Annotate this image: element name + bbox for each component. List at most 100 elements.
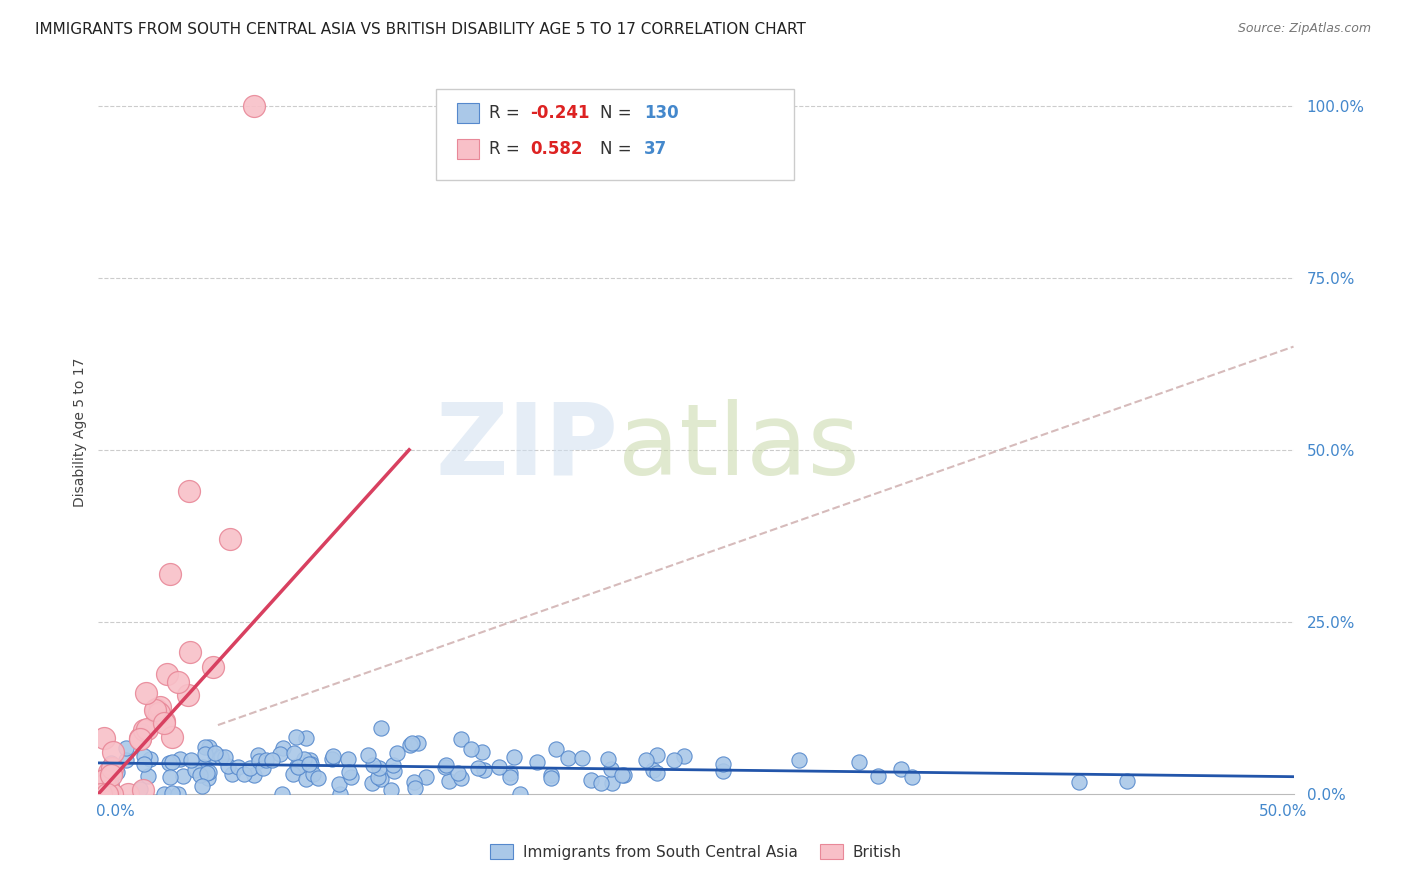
Point xyxy=(589,776,612,790)
Point xyxy=(101,787,124,801)
Point xyxy=(787,753,810,767)
Point xyxy=(190,768,212,782)
Point xyxy=(105,764,128,779)
Point xyxy=(232,767,254,781)
Point xyxy=(194,747,217,762)
Point xyxy=(329,787,352,801)
Point xyxy=(97,764,120,779)
Point xyxy=(385,746,408,760)
Point xyxy=(167,674,190,689)
Point xyxy=(143,703,166,717)
Point xyxy=(117,787,139,801)
Point xyxy=(711,764,734,778)
Point xyxy=(488,760,510,774)
Point xyxy=(98,769,121,783)
Point xyxy=(246,747,269,762)
Point xyxy=(134,748,156,763)
Point xyxy=(101,745,124,759)
Point xyxy=(197,739,219,754)
Point xyxy=(472,763,495,777)
Point xyxy=(298,756,321,771)
Point xyxy=(647,747,669,762)
Point xyxy=(184,764,207,778)
Point xyxy=(214,749,236,764)
Point xyxy=(406,736,429,750)
Point xyxy=(100,756,122,770)
Point xyxy=(380,783,402,797)
Point xyxy=(367,771,389,785)
Point xyxy=(166,787,188,801)
Point xyxy=(131,723,153,738)
Point xyxy=(499,766,522,780)
Point xyxy=(382,757,405,772)
Point xyxy=(540,771,562,785)
Point xyxy=(179,484,201,499)
Point xyxy=(285,759,308,773)
Text: N =: N = xyxy=(600,104,637,122)
Point xyxy=(579,772,602,787)
Point xyxy=(503,750,526,764)
Point xyxy=(460,741,482,756)
Point xyxy=(645,766,668,780)
Point xyxy=(198,764,221,779)
Point xyxy=(711,757,734,772)
Point xyxy=(177,688,200,702)
Point xyxy=(135,723,157,737)
Point xyxy=(90,787,112,801)
Point xyxy=(298,753,321,767)
Point xyxy=(180,753,202,767)
Point xyxy=(643,763,665,777)
Point xyxy=(91,787,114,801)
Text: 37: 37 xyxy=(644,140,668,158)
Point xyxy=(361,757,384,772)
Point xyxy=(307,771,329,785)
Point xyxy=(557,751,579,765)
Point xyxy=(97,761,120,775)
Point xyxy=(612,768,634,782)
Point xyxy=(262,753,284,767)
Point xyxy=(100,777,122,791)
Point xyxy=(194,739,217,754)
Point xyxy=(662,753,685,767)
Point xyxy=(96,787,118,801)
Point xyxy=(509,787,531,801)
Point xyxy=(136,769,159,783)
Point xyxy=(401,736,423,750)
Point xyxy=(340,770,363,784)
Point xyxy=(243,767,266,781)
Point xyxy=(134,757,156,772)
Point xyxy=(546,742,568,756)
Point xyxy=(252,761,274,775)
Point xyxy=(404,781,426,796)
Point xyxy=(153,787,176,801)
Point xyxy=(160,730,183,744)
Point xyxy=(153,714,176,729)
Point xyxy=(159,566,181,581)
Point xyxy=(169,752,191,766)
Point xyxy=(159,770,181,784)
Text: 50.0%: 50.0% xyxy=(1260,805,1308,819)
Point xyxy=(162,756,184,770)
Point xyxy=(370,772,392,786)
Point xyxy=(132,783,155,797)
Point xyxy=(526,756,548,770)
Point xyxy=(269,747,291,761)
Point xyxy=(239,761,262,775)
Point xyxy=(540,768,562,782)
Point xyxy=(360,776,382,790)
Point xyxy=(433,760,456,774)
Point xyxy=(226,760,249,774)
Point xyxy=(243,99,266,113)
Point xyxy=(437,774,460,789)
Point xyxy=(447,766,470,780)
Point xyxy=(157,756,180,771)
Point xyxy=(367,760,389,774)
Point xyxy=(172,769,194,783)
Point xyxy=(848,755,870,769)
Point xyxy=(402,775,425,789)
Point xyxy=(221,767,243,781)
Point xyxy=(357,747,380,762)
Point xyxy=(100,768,122,782)
Text: IMMIGRANTS FROM SOUTH CENTRAL ASIA VS BRITISH DISABILITY AGE 5 TO 17 CORRELATION: IMMIGRANTS FROM SOUTH CENTRAL ASIA VS BR… xyxy=(35,22,806,37)
Point xyxy=(190,779,212,793)
